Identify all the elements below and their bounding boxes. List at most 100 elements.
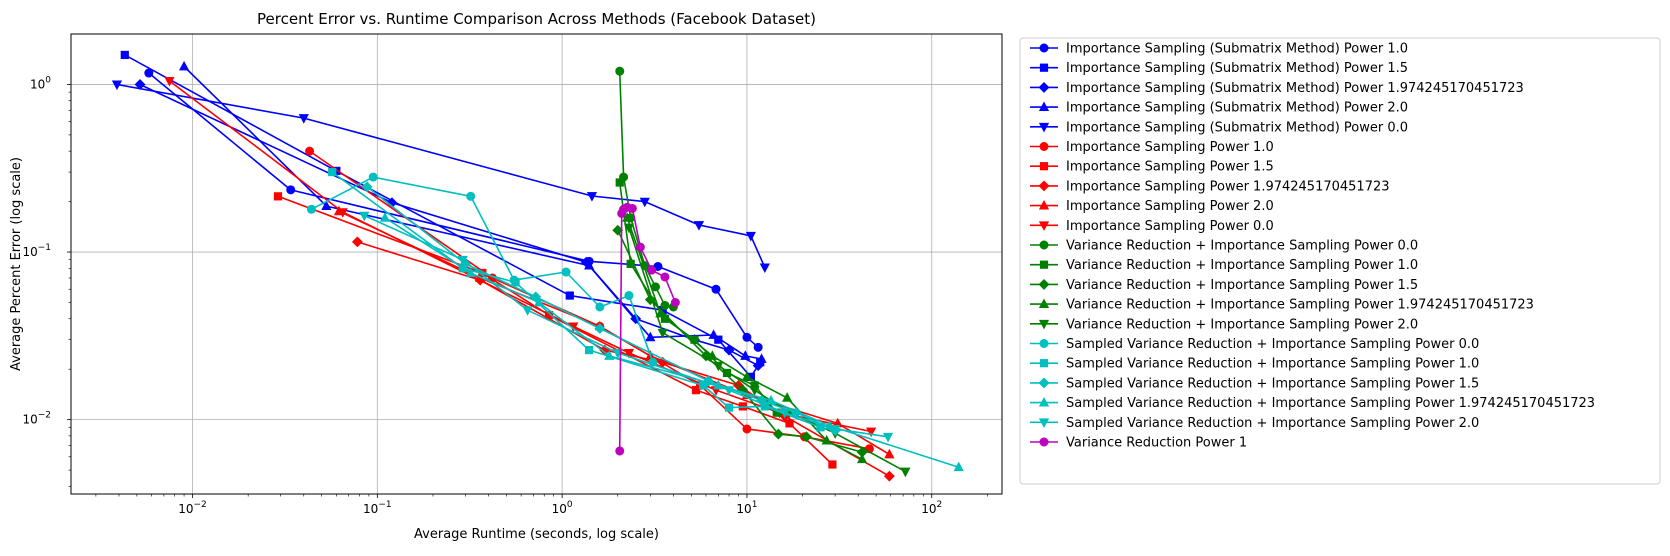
legend-entry: Variance Reduction + Importance Sampling… (1030, 258, 1418, 273)
data-point (337, 208, 348, 218)
data-point (752, 360, 764, 372)
data-point (866, 427, 877, 438)
legend-entry: Importance Sampling Power 2.0 (1030, 199, 1274, 214)
data-point (565, 291, 574, 300)
data-point (655, 307, 666, 318)
legend-marker (1038, 319, 1050, 330)
data-point (533, 296, 545, 307)
data-point (882, 432, 894, 443)
legend-marker (1039, 162, 1049, 171)
legend-label: Variance Reduction + Importance Sampling… (1066, 298, 1534, 313)
series-17 (328, 167, 825, 432)
data-point (745, 231, 756, 242)
grid (71, 34, 1002, 494)
legend-marker (1039, 338, 1049, 348)
data-point (328, 167, 337, 177)
legend-label: Sampled Variance Reduction + Importance … (1066, 337, 1479, 352)
data-point (707, 350, 718, 360)
legend-label: Importance Sampling (Submatrix Method) P… (1066, 120, 1408, 135)
legend: Importance Sampling (Submatrix Method) P… (1019, 37, 1661, 485)
data-point (511, 278, 520, 287)
data-point (635, 242, 645, 252)
legend-entry: Variance Reduction + Importance Sampling… (1030, 278, 1418, 293)
data-point (741, 371, 753, 381)
legend-label: Sampled Variance Reduction + Importance … (1066, 376, 1479, 391)
data-point (351, 236, 363, 248)
data-point (120, 50, 129, 60)
data-point (753, 342, 763, 352)
series-12 (615, 178, 781, 417)
legend-label: Variance Reduction Power 1 (1066, 436, 1247, 451)
data-point (627, 203, 637, 213)
chart-title: Percent Error vs. Runtime Comparison Acr… (257, 10, 816, 28)
data-point (622, 212, 633, 222)
legend-label: Variance Reduction + Importance Sampling… (1066, 258, 1418, 273)
legend-entry: Variance Reduction + Importance Sampling… (1030, 239, 1418, 254)
legend-marker (1039, 43, 1049, 53)
data-point (178, 60, 190, 71)
data-point (765, 394, 777, 405)
legend-entry: Importance Sampling (Submatrix Method) P… (1030, 101, 1408, 116)
data-point (286, 185, 296, 195)
data-point (522, 306, 533, 316)
series-10 (164, 76, 877, 438)
legend-entry: Importance Sampling (Submatrix Method) P… (1030, 61, 1408, 76)
legend-marker (1038, 221, 1050, 231)
legend-label: Importance Sampling Power 0.0 (1066, 219, 1274, 234)
data-point (749, 386, 760, 396)
legend-label: Sampled Variance Reduction + Importance … (1066, 357, 1479, 372)
data-point (857, 453, 868, 464)
data-point (900, 467, 911, 478)
data-point (379, 212, 391, 222)
data-point (368, 172, 378, 182)
legend-label: Variance Reduction + Importance Sampling… (1066, 239, 1418, 254)
legend-entry: Importance Sampling (Submatrix Method) P… (1030, 120, 1408, 135)
legend-entry: Sampled Variance Reduction + Importance … (1030, 376, 1479, 391)
legend-entry: Variance Reduction + Importance Sampling… (1030, 298, 1534, 313)
data-point (953, 461, 964, 472)
legend-entry: Sampled Variance Reduction + Importance … (1030, 396, 1595, 411)
y-tick-label: 10−1 (22, 243, 51, 259)
legend-marker (1039, 260, 1049, 269)
y-axis-label: Average Percent Error (log scale) (9, 157, 24, 371)
legend-entry: Importance Sampling Power 1.5 (1030, 160, 1274, 175)
series-line (363, 214, 889, 438)
data-point (742, 424, 752, 434)
legend-entry: Sampled Variance Reduction + Importance … (1030, 337, 1479, 352)
legend-marker (1039, 240, 1049, 250)
data-point (361, 181, 373, 193)
data-point (584, 259, 595, 270)
data-point (711, 284, 721, 294)
data-point (884, 448, 895, 459)
legend-label: Importance Sampling Power 2.0 (1066, 199, 1274, 214)
legend-marker (1039, 63, 1049, 72)
legend-label: Sampled Variance Reduction + Importance … (1066, 416, 1479, 431)
data-point (742, 332, 752, 342)
series-line (311, 176, 654, 363)
data-point (657, 328, 668, 339)
data-point (585, 345, 594, 355)
data-point (691, 386, 701, 395)
data-point (164, 76, 175, 87)
legend-entry: Sampled Variance Reduction + Importance … (1030, 416, 1479, 431)
legend-marker (1038, 377, 1050, 389)
data-point (740, 350, 751, 360)
legend-label: Variance Reduction + Importance Sampling… (1066, 278, 1418, 293)
legend-label: Importance Sampling (Submatrix Method) P… (1066, 81, 1524, 96)
legend-entry: Importance Sampling Power 1.0 (1030, 140, 1274, 155)
series-line (366, 186, 836, 432)
legend-entry: Variance Reduction Power 1 (1030, 436, 1247, 451)
series-2 (120, 50, 765, 381)
data-point (466, 191, 476, 201)
data-point (645, 331, 656, 342)
x-tick-label: 102 (921, 500, 942, 516)
data-point (623, 349, 635, 359)
legend-label: Importance Sampling (Submatrix Method) P… (1066, 61, 1408, 76)
legend-label: Importance Sampling Power 1.0 (1066, 140, 1274, 155)
data-point (639, 197, 650, 208)
legend-label: Importance Sampling Power 1.974245170451… (1066, 179, 1390, 194)
legend-entry: Importance Sampling Power 1.974245170451… (1030, 179, 1390, 194)
data-point (305, 146, 315, 156)
